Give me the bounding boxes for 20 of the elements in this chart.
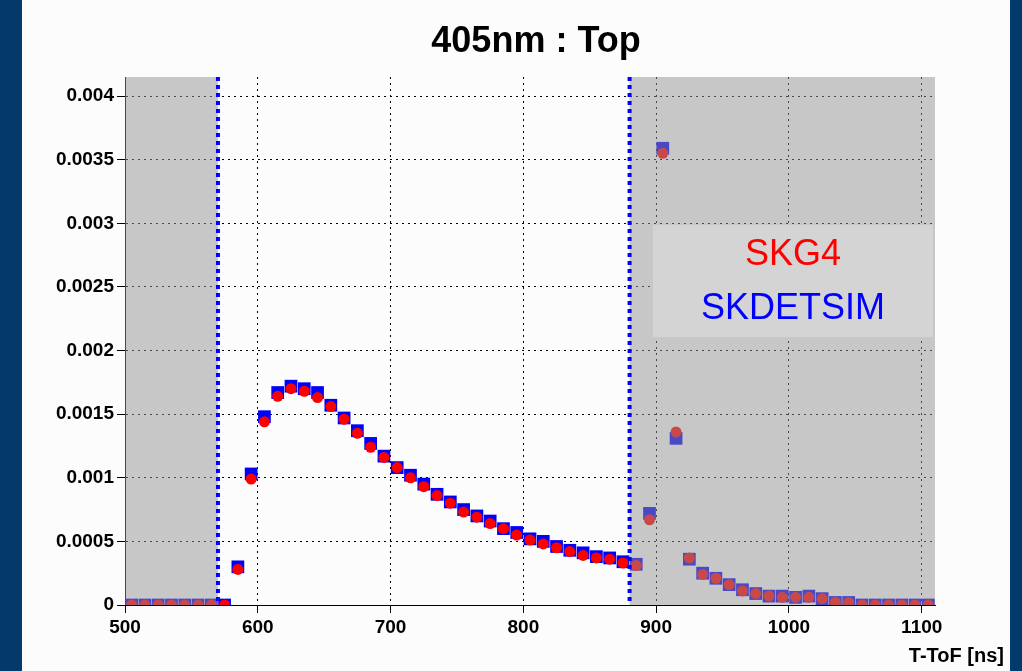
y-tick-label: 0.004: [66, 84, 115, 106]
y-tick-label: 0: [103, 593, 114, 615]
x-tick-label: 700: [374, 615, 407, 637]
chart-title: 405nm : Top: [431, 18, 641, 60]
x-tick-label: 600: [241, 615, 274, 637]
y-tick-label: 0.0035: [55, 147, 115, 169]
text: SKDETSIM: [700, 285, 886, 327]
y-tick-label: 0.002: [66, 338, 114, 360]
x-axis-title: T-ToF [ns]: [908, 643, 1004, 666]
y-tick-label: 0.001: [66, 466, 115, 488]
y-tick-label: 0.0015: [55, 402, 115, 424]
x-tick-label: 500: [109, 615, 141, 637]
y-tick-label: 0.003: [66, 211, 114, 233]
x-tick-label: 800: [507, 615, 540, 637]
x-tick-label: 1000: [767, 615, 811, 637]
y-tick-label: 0.0005: [55, 529, 115, 551]
x-tick-label: 1100: [901, 615, 943, 637]
y-tick-label: 0.0025: [55, 275, 115, 297]
x-tick-label: 900: [640, 615, 672, 637]
text: SKG4: [744, 231, 842, 273]
